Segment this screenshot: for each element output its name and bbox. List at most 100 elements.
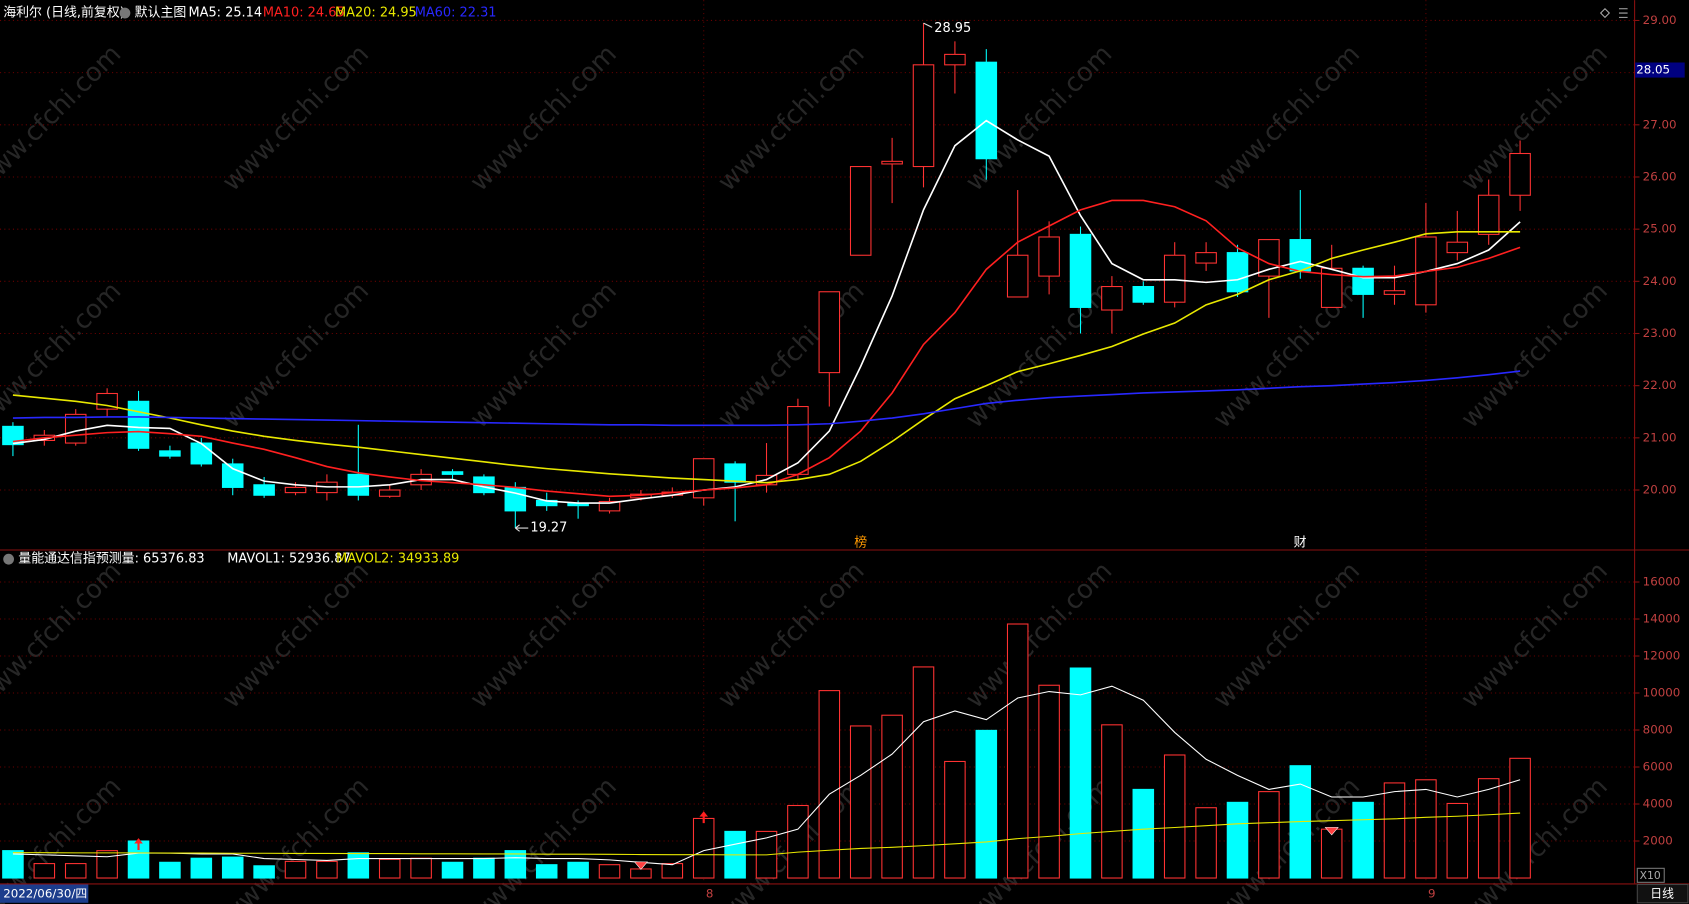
volume-bar: [2, 850, 24, 879]
ma-line: [12, 685, 1521, 866]
candle-body: [881, 160, 903, 165]
volume-bar: [1320, 828, 1343, 879]
legend-entry: MAVOL2: 34933.89: [336, 552, 459, 567]
volume-bar: [284, 860, 307, 879]
candle-body: [818, 291, 841, 374]
candle-body: [787, 405, 809, 475]
y-tick-label: 22.00: [1643, 378, 1677, 392]
candle-body: [1477, 194, 1500, 235]
signal-gem: [633, 861, 648, 870]
candle-body: [975, 61, 998, 160]
candle-body: [944, 53, 966, 66]
candle-body: [1320, 267, 1343, 308]
volume-bar: [661, 863, 684, 879]
candle-body: [1195, 252, 1217, 264]
volume-bar: [1226, 801, 1249, 879]
ma-line: [12, 119, 1521, 504]
candle-body: [253, 484, 275, 496]
scale-label: X10: [1640, 869, 1661, 882]
forecast-label: 预测量: 65376.83: [96, 552, 205, 567]
volume-bar: [347, 852, 370, 879]
y-tick-label: 10000: [1643, 686, 1681, 700]
menu-icon[interactable]: [119, 7, 131, 19]
scale-box: [1636, 867, 1665, 883]
volume-bar: [849, 725, 872, 879]
volume-bar: [1477, 778, 1500, 879]
candle-body: [849, 166, 872, 256]
volume-bar: [316, 860, 338, 879]
chart-subtitle[interactable]: 默认主图: [135, 5, 187, 21]
legend-entry: MA5: 25.14: [189, 6, 263, 21]
period-button[interactable]: [1636, 883, 1689, 904]
candle-body: [190, 442, 213, 465]
candle-body: [912, 64, 935, 168]
candle-body: [2, 425, 24, 446]
y-tick-label: 12000: [1643, 649, 1681, 663]
volume-bar: [881, 714, 903, 879]
volume-bar: [253, 865, 275, 879]
y-tick-label: 21.00: [1643, 430, 1677, 444]
candle-body: [1226, 252, 1249, 293]
y-tick-label: 29.00: [1643, 13, 1677, 27]
volume-bar: [975, 729, 998, 879]
volume-bar: [1383, 782, 1406, 879]
volume-bar: [692, 817, 715, 879]
volume-bar: [1258, 791, 1280, 879]
y-tick-label: 4000: [1643, 797, 1673, 811]
low-label: 19.27: [530, 521, 567, 536]
y-tick-label: 20.00: [1643, 483, 1677, 497]
candle-body: [724, 463, 746, 483]
y-tick-label: 14000: [1643, 612, 1681, 626]
volume-bar: [1069, 667, 1092, 879]
x-tick-label: 8: [706, 887, 714, 901]
volume-bar: [1415, 779, 1437, 879]
volume-bar: [378, 858, 401, 879]
ma-line: [12, 199, 1521, 498]
volume-bar: [159, 861, 181, 879]
y-tick-label: 23.00: [1643, 326, 1677, 340]
volume-bar: [64, 863, 87, 879]
legend-entry: MA60: 22.31: [415, 6, 497, 21]
candle-body: [159, 450, 181, 457]
diamond-icon[interactable]: [1599, 7, 1611, 19]
price-box: [1635, 62, 1685, 78]
volume-bar: [1038, 684, 1060, 879]
volume-bar: [190, 857, 213, 879]
grid: 20.00 21.00 22.00 23.00 24.00 25.00 26.00 27.00…: [0, 0, 1681, 884]
volume-bar: [1132, 788, 1155, 879]
y-tick-label: 2000: [1643, 834, 1673, 848]
candle-body: [1509, 152, 1531, 196]
volume-bar: [1163, 754, 1186, 879]
candle-body: [221, 463, 244, 488]
annotation-arrow: [514, 524, 529, 532]
y-tick-label: 6000: [1643, 760, 1673, 774]
y-tick-label: 16000: [1643, 575, 1681, 589]
volume-bar: [567, 861, 589, 879]
candle-body: [1289, 239, 1312, 272]
volume-bar: [1509, 757, 1531, 879]
menu-icon[interactable]: [3, 553, 15, 565]
annotation-arrow: [923, 22, 933, 28]
volume-bar: [410, 857, 432, 879]
signal-arrow: [699, 811, 709, 824]
y-tick-label: 25.00: [1643, 222, 1677, 236]
candle-body: [1038, 236, 1060, 277]
y-tick-label: 8000: [1643, 723, 1673, 737]
menu-icon[interactable]: [1618, 8, 1628, 18]
y-tick-label: 27.00: [1643, 117, 1677, 131]
period-label[interactable]: 日线: [1650, 887, 1674, 901]
volume-bar: [96, 850, 118, 879]
event-marker[interactable]: 榜: [854, 535, 867, 551]
candle-body: [1006, 254, 1029, 298]
candle-body: [1101, 286, 1123, 311]
marks: 8 9 28.95 19.27 28.05: [2, 21, 1685, 901]
volume-bar: [535, 864, 558, 879]
legend-entry: MA20: 24.95: [335, 6, 417, 21]
date-label: 2022/06/30/四: [3, 887, 87, 901]
candle-body: [127, 400, 150, 449]
candle-body: [1446, 241, 1469, 254]
candle-body: [1383, 290, 1406, 295]
event-marker[interactable]: 财: [1294, 536, 1307, 551]
